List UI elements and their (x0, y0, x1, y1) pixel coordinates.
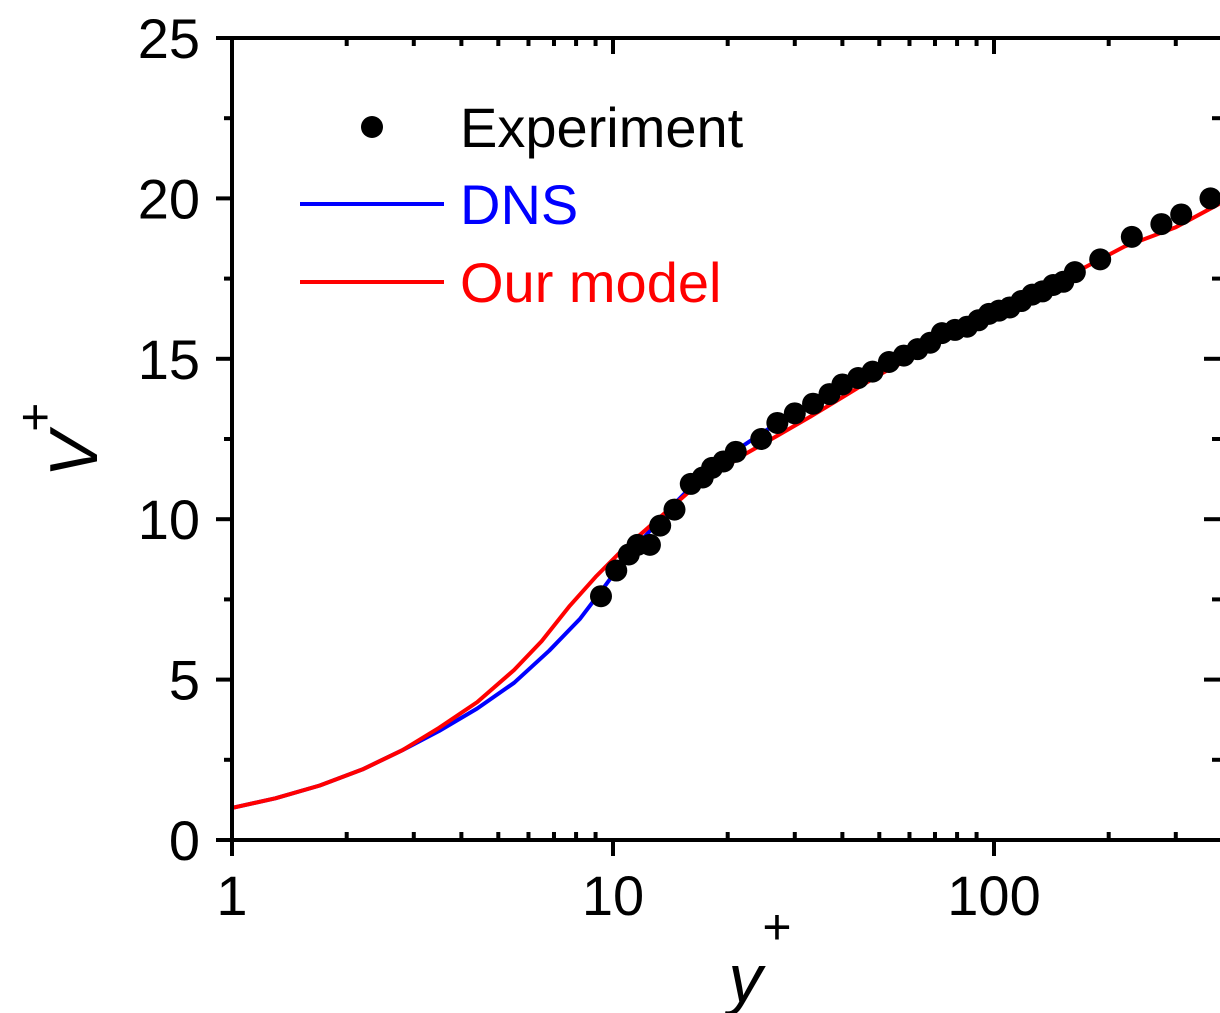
data-point (649, 514, 672, 537)
data-point (724, 440, 747, 463)
y-axis-label: V+ (7, 403, 112, 478)
x-tick-label: 10 (582, 864, 644, 927)
legend-label: Our model (460, 251, 721, 314)
x-tick-label: 100 (947, 864, 1040, 927)
data-point (638, 533, 661, 556)
y-tick-label: 20 (138, 167, 200, 230)
data-point (1063, 261, 1086, 284)
data-point (750, 428, 773, 450)
y-tick-label: 25 (138, 7, 200, 70)
data-point (783, 402, 806, 425)
data-point (1199, 187, 1220, 210)
data-point (1170, 203, 1193, 226)
data-point (802, 392, 825, 415)
y-tick-label: 0 (169, 809, 200, 872)
y-tick-label: 15 (138, 328, 200, 391)
x-axis-ticks: 1 10 100 (216, 38, 1178, 927)
y-tick-label: 10 (138, 488, 200, 551)
data-point (1150, 213, 1173, 236)
x-axis-label: y+ (724, 899, 791, 1013)
data-point (605, 559, 628, 582)
legend-label: Experiment (460, 96, 744, 159)
y-axis-ticks: 0 5 10 15 20 25 (138, 7, 1220, 872)
y-tick-label: 5 (169, 649, 200, 712)
data-point (861, 360, 884, 383)
plot-area (232, 187, 1220, 810)
data-point (1120, 225, 1143, 248)
series-line-our-model (232, 201, 1220, 810)
x-tick-label: 1 (216, 864, 247, 927)
data-point (766, 411, 789, 434)
legend-label: DNS (460, 173, 578, 236)
legend: Experiment DNS Our model (300, 96, 744, 314)
data-point (663, 498, 686, 521)
legend-marker (361, 116, 383, 138)
data-point (1089, 248, 1112, 271)
data-point (589, 585, 612, 608)
